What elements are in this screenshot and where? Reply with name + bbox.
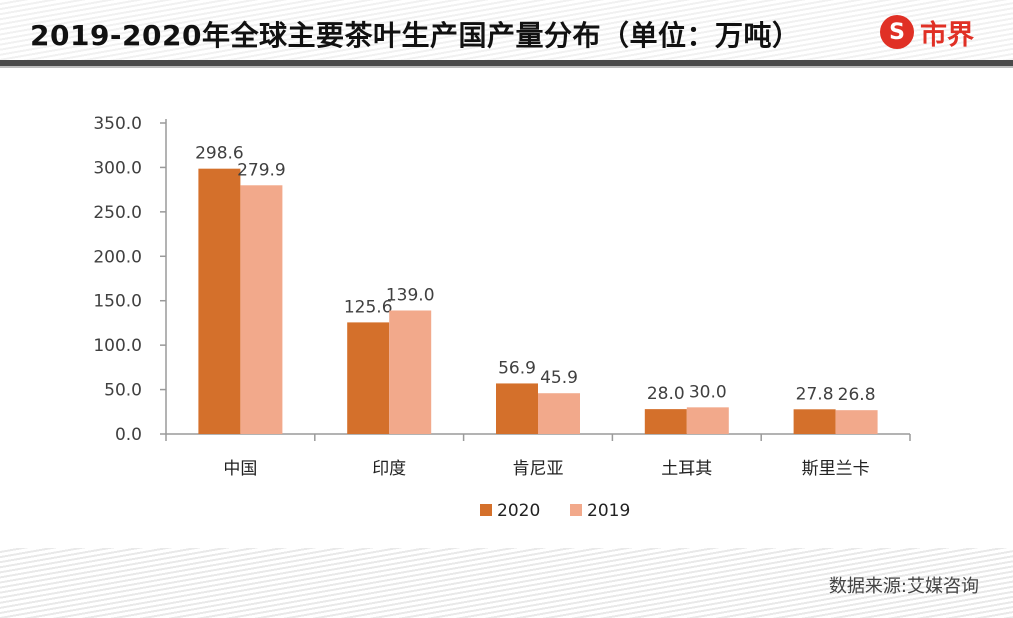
brand-logo: S 市界 bbox=[880, 14, 974, 51]
x-tick-label: 斯里兰卡 bbox=[802, 459, 870, 479]
data-label: 26.8 bbox=[838, 385, 876, 405]
data-label: 125.6 bbox=[344, 297, 393, 317]
logo-icon: S bbox=[880, 15, 914, 49]
data-label: 279.9 bbox=[237, 160, 286, 180]
x-tick-label: 印度 bbox=[372, 459, 406, 479]
bar-2020-3 bbox=[496, 383, 538, 434]
x-tick-label: 中国 bbox=[223, 459, 257, 479]
x-tick-label: 土耳其 bbox=[661, 459, 712, 479]
bar-2020-5 bbox=[793, 409, 836, 434]
y-tick-label: 150.0 bbox=[93, 292, 142, 312]
y-tick-label: 0.0 bbox=[115, 425, 142, 445]
x-tick-label: 肯尼亚 bbox=[513, 459, 564, 479]
data-label: 30.0 bbox=[689, 382, 727, 402]
data-label: 27.8 bbox=[796, 384, 834, 404]
data-label: 298.6 bbox=[195, 144, 244, 164]
bar-2020-1 bbox=[198, 168, 241, 434]
bar-2019-2 bbox=[389, 310, 432, 434]
legend-swatch-2019 bbox=[570, 504, 582, 516]
page-title: 2019-2020年全球主要茶叶生产国产量分布（单位：万吨） bbox=[30, 19, 801, 52]
y-tick-label: 100.0 bbox=[93, 336, 142, 356]
bar-2020-2 bbox=[347, 322, 390, 434]
header-divider-light bbox=[0, 66, 1013, 68]
bar-2019-4 bbox=[686, 407, 729, 434]
header-band bbox=[0, 0, 1013, 64]
bar-2019-5 bbox=[835, 410, 878, 434]
legend-label: 2020 bbox=[497, 501, 540, 521]
y-tick-label: 300.0 bbox=[93, 158, 142, 178]
y-tick-label: 350.0 bbox=[93, 114, 142, 134]
legend-label: 2019 bbox=[587, 501, 630, 521]
data-label: 28.0 bbox=[647, 384, 685, 404]
footer-band bbox=[0, 548, 1013, 618]
data-label: 139.0 bbox=[386, 285, 435, 305]
header-divider bbox=[0, 60, 1013, 66]
bar-2019-1 bbox=[240, 185, 283, 434]
data-label: 56.9 bbox=[498, 358, 536, 378]
legend-swatch-2020 bbox=[480, 504, 492, 516]
data-label: 45.9 bbox=[540, 368, 578, 388]
y-tick-label: 250.0 bbox=[93, 203, 142, 223]
bar-2020-4 bbox=[644, 409, 687, 434]
bar-chart: 0.0 50.0 100.0 150.0 200.0 250.0 300.0 350.0 298… bbox=[93, 114, 911, 521]
source-note: 数据来源:艾媒咨询 bbox=[828, 576, 979, 597]
y-tick-label: 50.0 bbox=[104, 381, 142, 401]
bar-2019-3 bbox=[538, 393, 580, 434]
logo-text: 市界 bbox=[920, 19, 974, 51]
y-tick-label: 200.0 bbox=[93, 247, 142, 267]
